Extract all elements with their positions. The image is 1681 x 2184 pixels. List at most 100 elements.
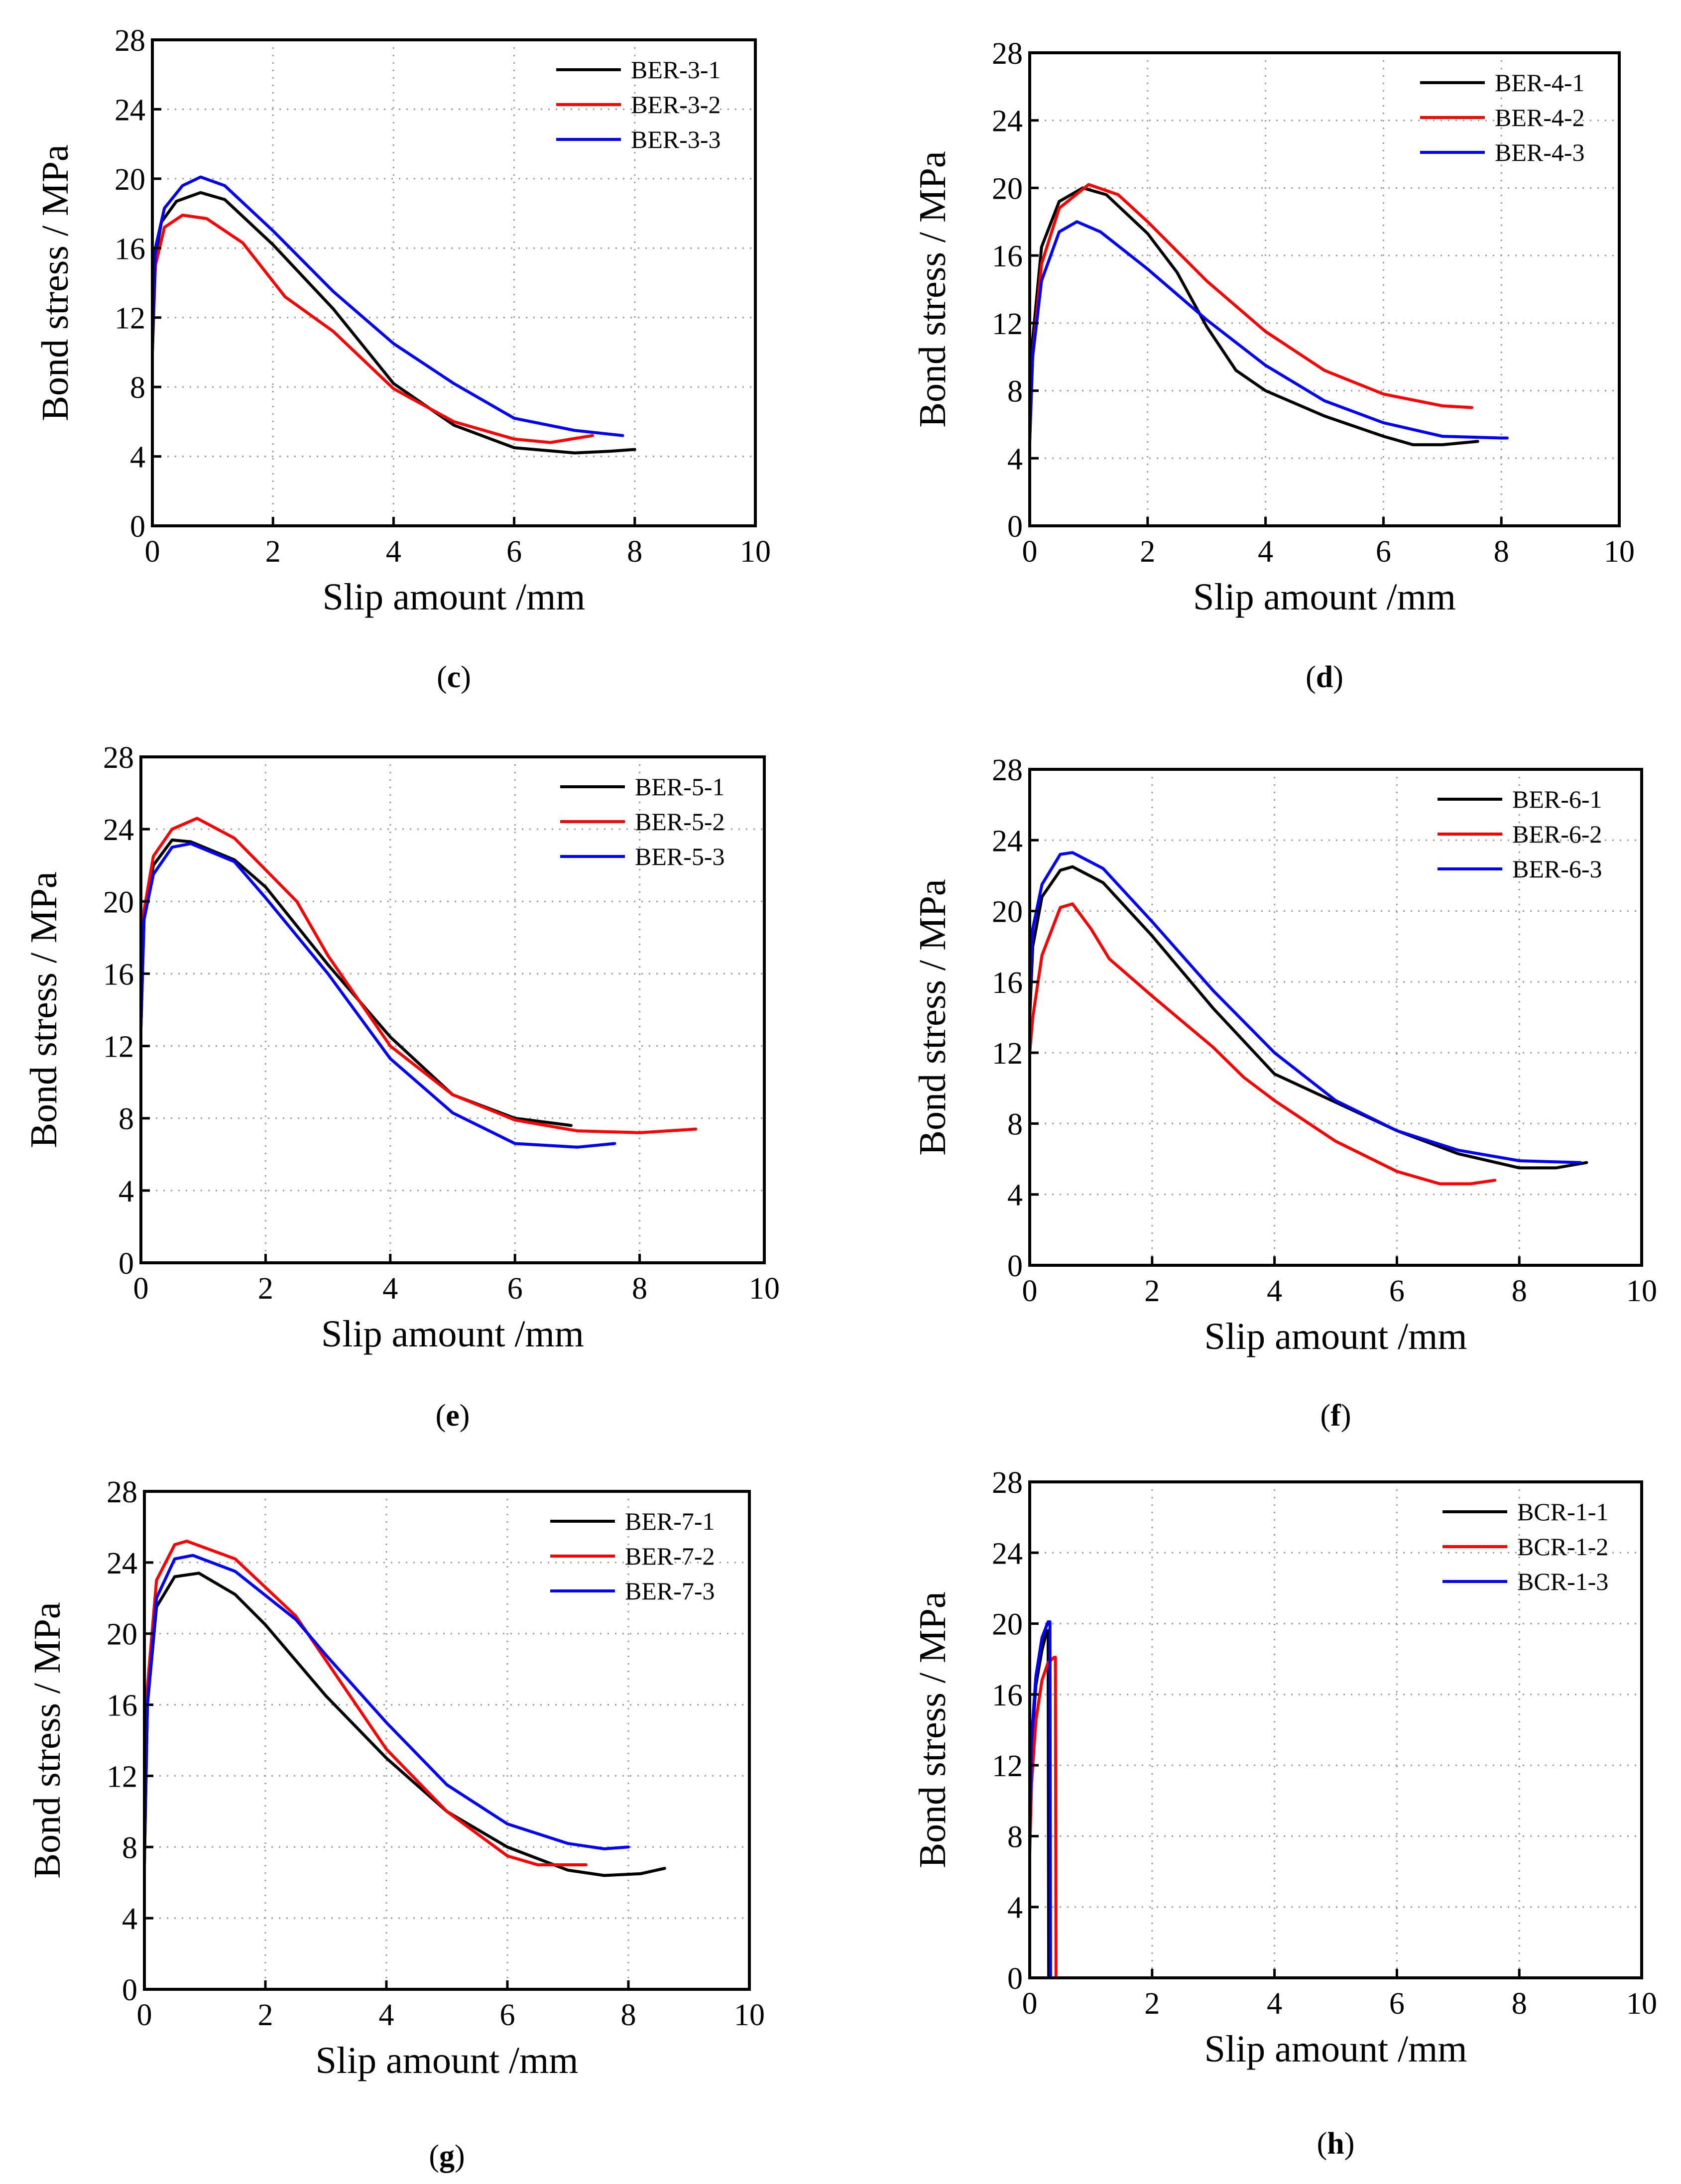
series-line-BER-6-2 [1028, 902, 1496, 1186]
caption-letter: g [439, 2139, 455, 2173]
y-tick-label: 28 [103, 741, 134, 775]
legend-label: BER-3-2 [631, 91, 721, 119]
x-tick-label: 6 [1389, 1274, 1405, 1308]
legend-label: BER-4-3 [1495, 138, 1585, 166]
legend-label: BER-4-1 [1495, 69, 1585, 97]
series-line-BER-3-2 [151, 214, 594, 444]
y-tick-label: 0 [1007, 1962, 1023, 1996]
y-tick-label: 16 [107, 1689, 137, 1723]
caption-close: ) [455, 2139, 465, 2173]
series-line-BER-6-3 [1028, 851, 1582, 1164]
y-tick-label: 12 [992, 1749, 1023, 1783]
legend-label: BCR-1-2 [1517, 1533, 1608, 1561]
y-tick-label: 16 [115, 232, 145, 266]
x-tick-label: 0 [145, 535, 160, 569]
x-tick-label: 4 [1267, 1274, 1282, 1308]
y-tick-label: 28 [992, 753, 1023, 787]
caption-letter: d [1316, 660, 1333, 694]
y-axis-title: Bond stress / MPa [912, 151, 954, 427]
x-tick-label: 2 [265, 535, 281, 569]
x-tick-label: 8 [632, 1272, 647, 1306]
y-tick-label: 24 [992, 824, 1023, 858]
plot-frame [1028, 768, 1643, 1267]
y-tick-label: 16 [992, 240, 1023, 273]
series-line-BCR-1-1 [1028, 1629, 1051, 1979]
panel-caption: (d) [1306, 660, 1343, 694]
y-tick-label: 12 [107, 1760, 137, 1794]
caption-close: ) [1341, 1399, 1351, 1433]
panel-caption: (c) [437, 660, 471, 694]
y-tick-label: 20 [992, 895, 1023, 929]
x-tick-label: 6 [506, 535, 522, 569]
y-tick-label: 4 [1007, 1891, 1023, 1925]
caption-letter: e [446, 1399, 460, 1433]
series-line-BCR-1-3 [1028, 1620, 1052, 1979]
x-tick-label: 10 [1604, 535, 1635, 569]
legend-label: BCR-1-1 [1517, 1498, 1608, 1526]
plot-frame [139, 755, 766, 1264]
x-tick-label: 10 [740, 535, 771, 569]
y-tick-label: 20 [103, 885, 134, 919]
y-axis-title: Bond stress / MPa [912, 879, 954, 1155]
caption-open: ( [1321, 1399, 1331, 1433]
y-tick-label: 0 [122, 1973, 137, 2007]
x-tick-label: 10 [1626, 1274, 1657, 1308]
x-tick-label: 8 [621, 1998, 636, 2032]
x-axis-title: Slip amount /mm [1204, 2028, 1467, 2070]
legend-label: BER-5-2 [635, 808, 725, 836]
series-line-BER-7-1 [143, 1572, 666, 1877]
x-tick-label: 2 [258, 1272, 273, 1306]
series-line-BER-3-3 [151, 175, 624, 437]
series-line-BER-5-3 [139, 842, 616, 1149]
x-tick-label: 2 [258, 1998, 273, 2032]
series-line-BER-5-1 [139, 838, 573, 1127]
caption-close: ) [1333, 660, 1343, 694]
x-tick-label: 2 [1144, 1987, 1160, 2021]
y-tick-label: 20 [115, 163, 145, 197]
y-tick-label: 12 [115, 302, 145, 336]
x-tick-label: 4 [382, 1272, 398, 1306]
x-axis-title: Slip amount /mm [321, 1313, 584, 1355]
series-line-BER-4-2 [1028, 183, 1473, 443]
y-axis-title: Bond stress / MPa [34, 144, 76, 421]
caption-open: ( [1306, 660, 1316, 694]
panel-caption: (h) [1317, 2127, 1355, 2161]
series-line-BER-5-2 [139, 817, 698, 1134]
x-tick-label: 0 [137, 1998, 152, 2032]
y-axis-title: Bond stress / MPa [23, 871, 65, 1148]
x-axis-title: Slip amount /mm [1204, 1316, 1467, 1357]
caption-close: ) [461, 660, 471, 694]
y-tick-label: 4 [119, 1175, 134, 1209]
series-line-BER-7-3 [143, 1554, 630, 1866]
legend-label: BER-7-3 [625, 1577, 715, 1605]
y-tick-label: 16 [103, 958, 134, 991]
caption-close: ) [1344, 2127, 1355, 2161]
y-tick-label: 24 [103, 813, 134, 847]
plot-frame [143, 1490, 751, 1991]
x-tick-label: 6 [1376, 535, 1391, 569]
panel-caption: (e) [436, 1399, 470, 1433]
legend-label: BER-6-2 [1512, 820, 1602, 848]
x-axis-title: Slip amount /mm [1193, 576, 1456, 618]
x-tick-label: 0 [1022, 1987, 1038, 2021]
plot-frame [1028, 1480, 1643, 1979]
y-tick-label: 24 [992, 105, 1023, 138]
plot-frame [1028, 51, 1621, 527]
x-axis-title: Slip amount /mm [323, 576, 586, 618]
y-tick-label: 8 [1007, 375, 1023, 409]
y-tick-label: 8 [122, 1831, 137, 1865]
y-tick-label: 4 [122, 1902, 137, 1936]
y-tick-label: 0 [130, 510, 145, 544]
x-tick-label: 10 [749, 1272, 780, 1306]
x-tick-label: 10 [1626, 1987, 1657, 2021]
y-tick-label: 4 [1007, 1179, 1023, 1213]
y-tick-label: 4 [1007, 442, 1023, 476]
series-line-BER-7-2 [143, 1540, 588, 1866]
x-tick-label: 4 [1267, 1987, 1282, 2021]
y-tick-label: 8 [119, 1102, 134, 1136]
